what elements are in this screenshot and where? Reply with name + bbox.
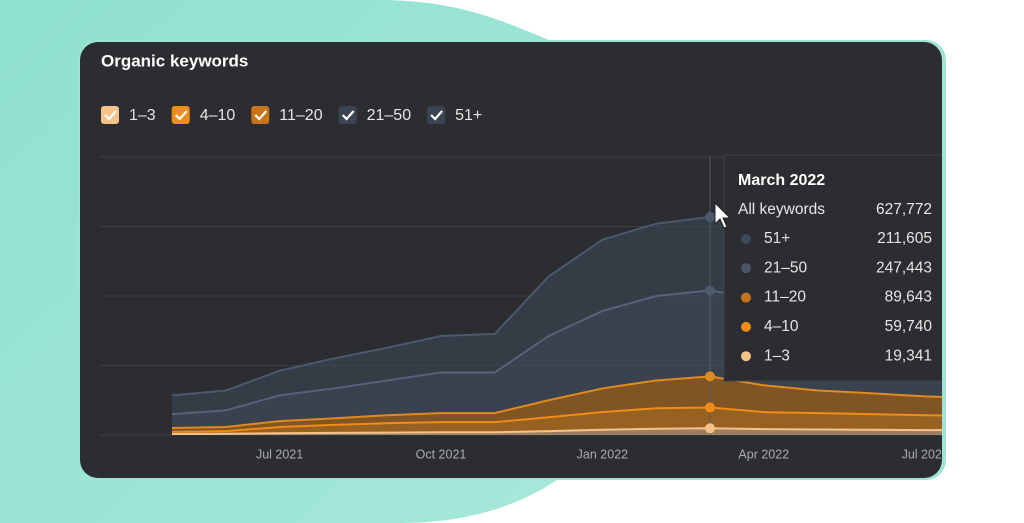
tooltip-series-name: 4–10 (764, 318, 799, 335)
hover-dot (705, 423, 715, 434)
legend-label: 11–20 (279, 107, 322, 124)
chart-title: Organic keywords (101, 51, 248, 70)
tooltip-marker (741, 263, 751, 274)
legend-check (104, 110, 117, 121)
legend-label: 21–50 (367, 107, 412, 124)
tooltip-series-name: 11–20 (764, 289, 806, 306)
tooltip-marker (741, 321, 751, 332)
legend-label: 51+ (455, 107, 482, 124)
x-tick-label: Oct 2021 (416, 447, 467, 461)
legend-checkbox (251, 106, 270, 124)
area-fill (172, 407, 942, 434)
hover-dot (705, 285, 715, 296)
legend-check (341, 110, 355, 121)
area-fill (172, 376, 942, 432)
x-tick-label: Jan 2022 (577, 447, 628, 461)
x-tick-label: Jul 2022 (902, 447, 949, 461)
hover-dot (705, 402, 715, 413)
tooltip-value: 59,740 (885, 318, 933, 335)
tooltip-value: 19,341 (885, 347, 932, 364)
hover-dot (705, 211, 715, 222)
legend-checkbox (171, 106, 190, 124)
legend-item[interactable]: 4–10 (171, 106, 236, 124)
x-tick-label: Jul 2021 (256, 447, 303, 461)
hover-dot (705, 371, 715, 382)
area-line (171, 406, 942, 433)
mouse-cursor (714, 201, 732, 229)
legend-item[interactable]: 21–50 (338, 106, 412, 124)
tooltip-total-name: All keywords (738, 201, 825, 218)
x-tick-label: Apr 2022 (738, 447, 789, 461)
legend-checkbox (338, 106, 357, 124)
tooltip-marker (741, 292, 751, 303)
legend-checkbox (101, 106, 119, 124)
tooltip-value: 211,605 (877, 230, 932, 247)
chart: Organic keywords 1–3 4–10 11–20 21–50 51+ Jul… (100, 51, 949, 461)
tooltip-value: 89,643 (885, 289, 932, 306)
legend-check (254, 110, 268, 121)
tooltip-series-name: 1–3 (764, 347, 790, 364)
legend-label: 4–10 (200, 107, 236, 124)
tooltip-value: 247,443 (876, 259, 932, 276)
tooltip-series-name: 21–50 (764, 259, 807, 276)
legend-check (174, 110, 188, 121)
tooltip: March 2022 All keywords 627,772 51+ 211,605 2… (723, 154, 942, 382)
tooltip-series-name: 51+ (764, 230, 790, 247)
area-line (171, 375, 942, 430)
legend-label: 1–3 (129, 107, 156, 124)
legend-item[interactable]: 51+ (427, 106, 482, 124)
tooltip-marker (741, 234, 751, 244)
tooltip-box (723, 154, 942, 382)
tooltip-title: March 2022 (738, 172, 825, 189)
area-line (171, 427, 942, 435)
legend-checkbox (427, 106, 446, 124)
legend-item[interactable]: 11–20 (251, 106, 323, 124)
legend-item[interactable]: 1–3 (101, 106, 156, 124)
legend-check (430, 110, 443, 121)
tooltip-total: 627,772 (876, 201, 932, 218)
tooltip-marker (741, 351, 751, 362)
